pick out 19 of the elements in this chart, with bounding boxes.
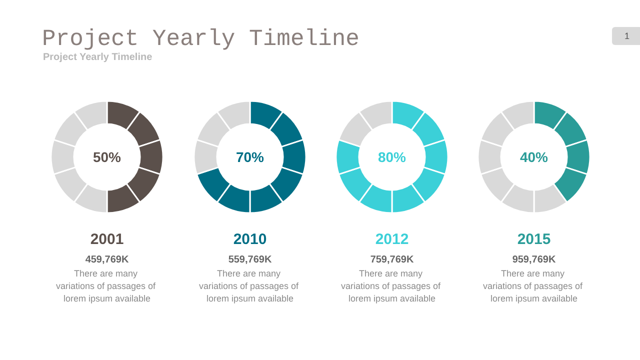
text: 2010: [233, 231, 267, 248]
text: There are many variations of passages of lorem ipsum available: [482, 268, 586, 304]
text: Project Yearly Timeline: [43, 52, 152, 63]
text: 959,769K: [512, 254, 556, 266]
text: 80%: [378, 149, 407, 165]
text: 1: [612, 27, 640, 45]
text: 2015: [517, 231, 551, 248]
text: 50%: [92, 149, 122, 165]
text: There are many variations of passages of lorem ipsum available: [198, 268, 302, 304]
text: Project Yearly Timeline: [42, 26, 360, 52]
text: 559,769K: [228, 254, 272, 266]
text: There are many variations of passages of lorem ipsum available: [340, 268, 444, 304]
text: There are many variations of passages of lorem ipsum available: [56, 268, 158, 304]
text: 40%: [520, 149, 549, 165]
text: 70%: [236, 149, 265, 165]
text: 459,769K: [85, 254, 130, 266]
text: 2012: [375, 231, 409, 248]
text: 759,769K: [370, 254, 414, 266]
text: 2001: [90, 231, 124, 248]
